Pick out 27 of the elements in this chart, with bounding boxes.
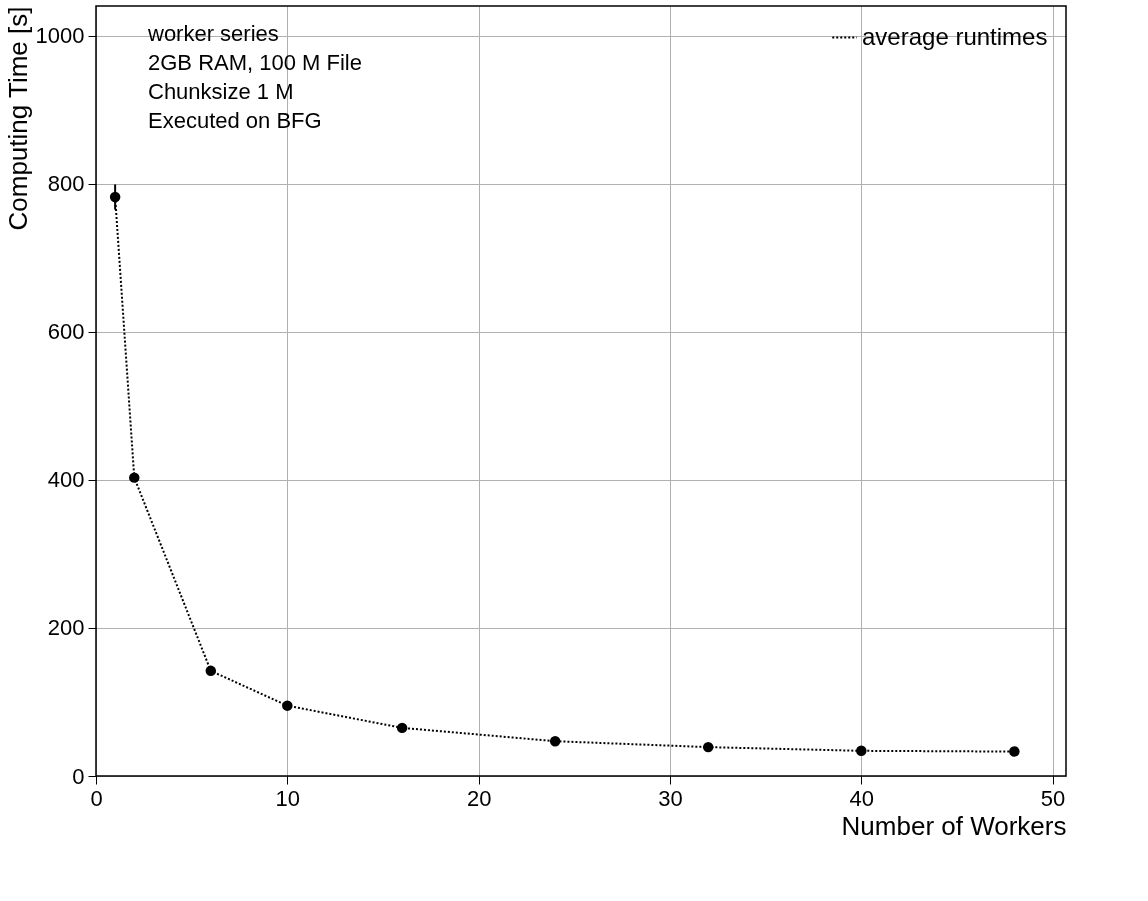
x-axis-title: Number of Workers xyxy=(841,810,1067,841)
y-tick-label: 0 xyxy=(72,763,85,789)
annotation: worker series xyxy=(147,21,279,46)
point xyxy=(129,472,140,483)
point xyxy=(205,665,217,677)
annotation: Chunksize 1 M xyxy=(148,79,294,104)
y-tick-label: 800 xyxy=(47,171,85,197)
x-tick-label: 30 xyxy=(658,785,683,811)
y-tick-label: 200 xyxy=(47,615,85,641)
x-tick-label: 50 xyxy=(1040,785,1066,811)
y-axis-title: Computing Time [s] xyxy=(2,6,33,231)
point xyxy=(282,700,293,711)
annotation: 2GB RAM, 100 M File xyxy=(148,50,362,75)
point xyxy=(856,745,867,757)
x-tick-label: 10 xyxy=(275,785,301,811)
point xyxy=(396,722,408,734)
point xyxy=(1009,746,1020,757)
legend-label: average runtimes xyxy=(862,22,1048,50)
point xyxy=(549,735,561,747)
x-tick-label: 0 xyxy=(90,785,103,811)
y-tick-label: 1000 xyxy=(35,23,85,49)
y-tick-label: 600 xyxy=(47,319,85,345)
annotation: Executed on BFG xyxy=(148,108,322,133)
x-tick-label: 20 xyxy=(466,785,492,811)
y-tick-label: 400 xyxy=(47,467,85,493)
point xyxy=(702,741,714,753)
x-tick-label: 40 xyxy=(849,785,875,811)
